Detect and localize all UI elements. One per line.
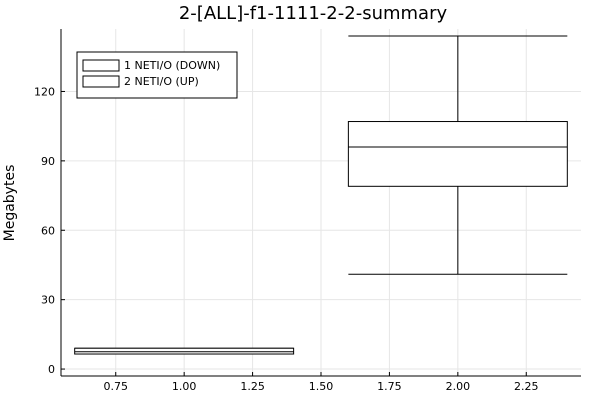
box-iqr bbox=[347, 121, 568, 187]
y-tick-label: 0 bbox=[48, 363, 55, 376]
x-tick-label: 1.00 bbox=[172, 380, 197, 393]
legend-swatch bbox=[82, 59, 120, 72]
x-tick-label: 1.25 bbox=[240, 380, 265, 393]
box-iqr bbox=[74, 347, 295, 355]
x-tick-label: 1.50 bbox=[309, 380, 334, 393]
legend: 1 NETI/O (DOWN) 2 NETI/O (UP) bbox=[76, 51, 238, 99]
y-tick-label: 30 bbox=[41, 294, 55, 307]
legend-entry-label: 2 NETI/O (UP) bbox=[124, 75, 199, 88]
y-tick-label: 120 bbox=[34, 85, 55, 98]
legend-entry-label: 1 NETI/O (DOWN) bbox=[124, 59, 220, 72]
y-axis-label: Megabytes bbox=[2, 165, 18, 242]
x-tick-label: 0.75 bbox=[103, 380, 128, 393]
y-tick-label: 90 bbox=[41, 155, 55, 168]
x-tick-label: 1.75 bbox=[377, 380, 402, 393]
axes: 0.75 1.00 1.25 1.50 1.75 2.00 2.25 0 30 60 90 120 bbox=[34, 29, 581, 393]
box-series-1 bbox=[74, 347, 295, 355]
legend-swatch bbox=[82, 75, 120, 88]
chart-title: 2-[ALL]-f1-1111-2-2-summary bbox=[179, 3, 448, 24]
box-series-2 bbox=[347, 35, 568, 275]
y-tick-label: 60 bbox=[41, 224, 55, 237]
x-tick-label: 2.00 bbox=[446, 380, 471, 393]
boxes bbox=[74, 35, 568, 355]
x-tick-label: 2.25 bbox=[514, 380, 539, 393]
